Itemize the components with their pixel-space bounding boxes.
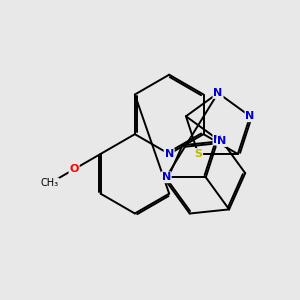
Text: N: N bbox=[217, 136, 226, 146]
Text: N: N bbox=[213, 135, 223, 145]
Text: CH₃: CH₃ bbox=[41, 178, 59, 188]
Text: S: S bbox=[194, 149, 202, 159]
Text: N: N bbox=[161, 172, 171, 182]
Text: N: N bbox=[213, 88, 223, 98]
Text: N: N bbox=[165, 149, 174, 159]
Text: O: O bbox=[69, 164, 79, 174]
Text: N: N bbox=[245, 111, 255, 121]
